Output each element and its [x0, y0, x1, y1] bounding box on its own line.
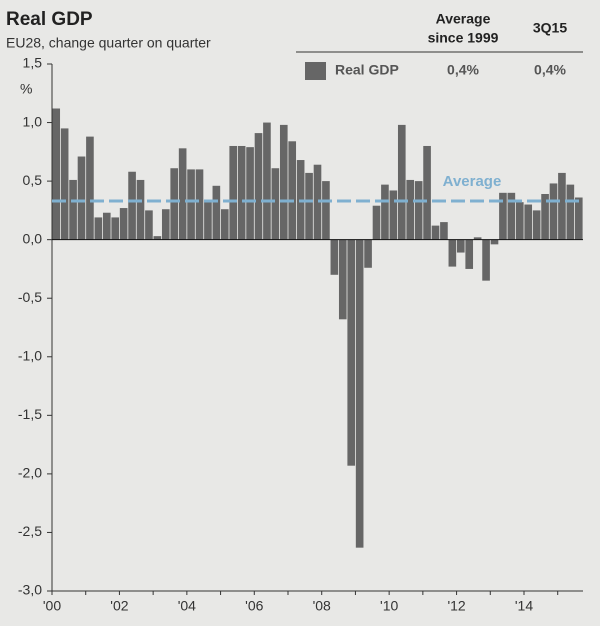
table-value: 0,4% [534, 62, 566, 78]
table-header: since 1999 [428, 30, 499, 46]
bar [355, 239, 364, 548]
bar [145, 210, 153, 240]
legend-swatch [305, 62, 326, 80]
bar [212, 185, 221, 240]
y-tick-label: -0,5 [18, 289, 42, 305]
bar [499, 192, 507, 240]
bar [431, 225, 440, 240]
y-tick-label: -1,0 [18, 347, 42, 363]
bar [338, 239, 347, 320]
bar [566, 184, 575, 240]
bar [507, 192, 516, 240]
y-tick-label: 1,0 [23, 113, 43, 129]
y-tick-label: -1,5 [18, 406, 42, 422]
bar [532, 210, 541, 240]
bar [364, 239, 372, 268]
bar [406, 179, 415, 240]
bar [246, 147, 254, 240]
x-tick-label: '06 [245, 598, 263, 614]
bar [288, 141, 297, 240]
x-tick-label: '10 [380, 598, 398, 614]
bar [204, 201, 212, 240]
bar [229, 145, 238, 240]
bar [482, 239, 490, 281]
bar [128, 171, 136, 240]
table-header: 3Q15 [533, 20, 567, 36]
bar [330, 239, 339, 275]
bar [389, 190, 398, 240]
chart-title: Real GDP [6, 9, 93, 30]
bar [440, 222, 448, 240]
x-tick-label: '00 [43, 598, 61, 614]
bar [423, 145, 431, 240]
bar [86, 136, 94, 240]
bar [574, 197, 583, 240]
table-header: Average [436, 11, 491, 27]
table-value: 0,4% [447, 62, 479, 78]
bar [372, 205, 381, 240]
bar [271, 168, 280, 240]
x-tick-label: '02 [110, 598, 128, 614]
x-tick-label: '08 [313, 598, 331, 614]
bar [220, 209, 229, 240]
y-tick-label: -2,0 [18, 465, 42, 481]
bar [102, 212, 111, 240]
y-tick-label: -3,0 [18, 582, 42, 598]
bar [254, 133, 263, 240]
bar [322, 181, 330, 240]
bar [94, 217, 103, 240]
bar [381, 184, 389, 240]
bar [456, 239, 465, 253]
bar [279, 124, 288, 240]
bar [549, 183, 558, 240]
bar [490, 239, 499, 245]
bar [397, 124, 406, 240]
bar [558, 172, 566, 240]
bar [52, 108, 61, 240]
bar [305, 172, 313, 240]
bar [448, 239, 457, 267]
bar [161, 209, 170, 240]
bar [178, 148, 187, 240]
x-tick-label: '12 [447, 598, 465, 614]
bar [77, 156, 86, 240]
y-tick-label: 1,5 [23, 55, 43, 71]
bar [111, 217, 120, 240]
y-tick-label: 0,0 [23, 230, 43, 246]
bar [69, 179, 77, 240]
bar [524, 204, 533, 240]
bar [119, 208, 128, 240]
bar [195, 169, 204, 240]
bar [153, 236, 162, 240]
chart-subtitle: EU28, change quarter on quarter [6, 35, 211, 51]
y-tick-label: 0,5 [23, 172, 43, 188]
legend-label: Real GDP [335, 62, 399, 78]
bar [541, 193, 549, 240]
bar [313, 164, 322, 240]
x-tick-label: '04 [178, 598, 196, 614]
bar [465, 239, 474, 269]
bar [136, 179, 145, 240]
bar [414, 181, 423, 240]
y-tick-label: -2,5 [18, 523, 42, 539]
bar [473, 237, 482, 240]
bar [237, 145, 246, 240]
bar [515, 202, 524, 240]
bar [187, 169, 195, 240]
average-label: Average [443, 173, 502, 190]
bar [263, 122, 271, 240]
bar [170, 168, 179, 240]
y-axis-label: % [20, 81, 32, 97]
bar [347, 239, 356, 466]
x-tick-label: '14 [515, 598, 533, 614]
bar [60, 128, 69, 240]
